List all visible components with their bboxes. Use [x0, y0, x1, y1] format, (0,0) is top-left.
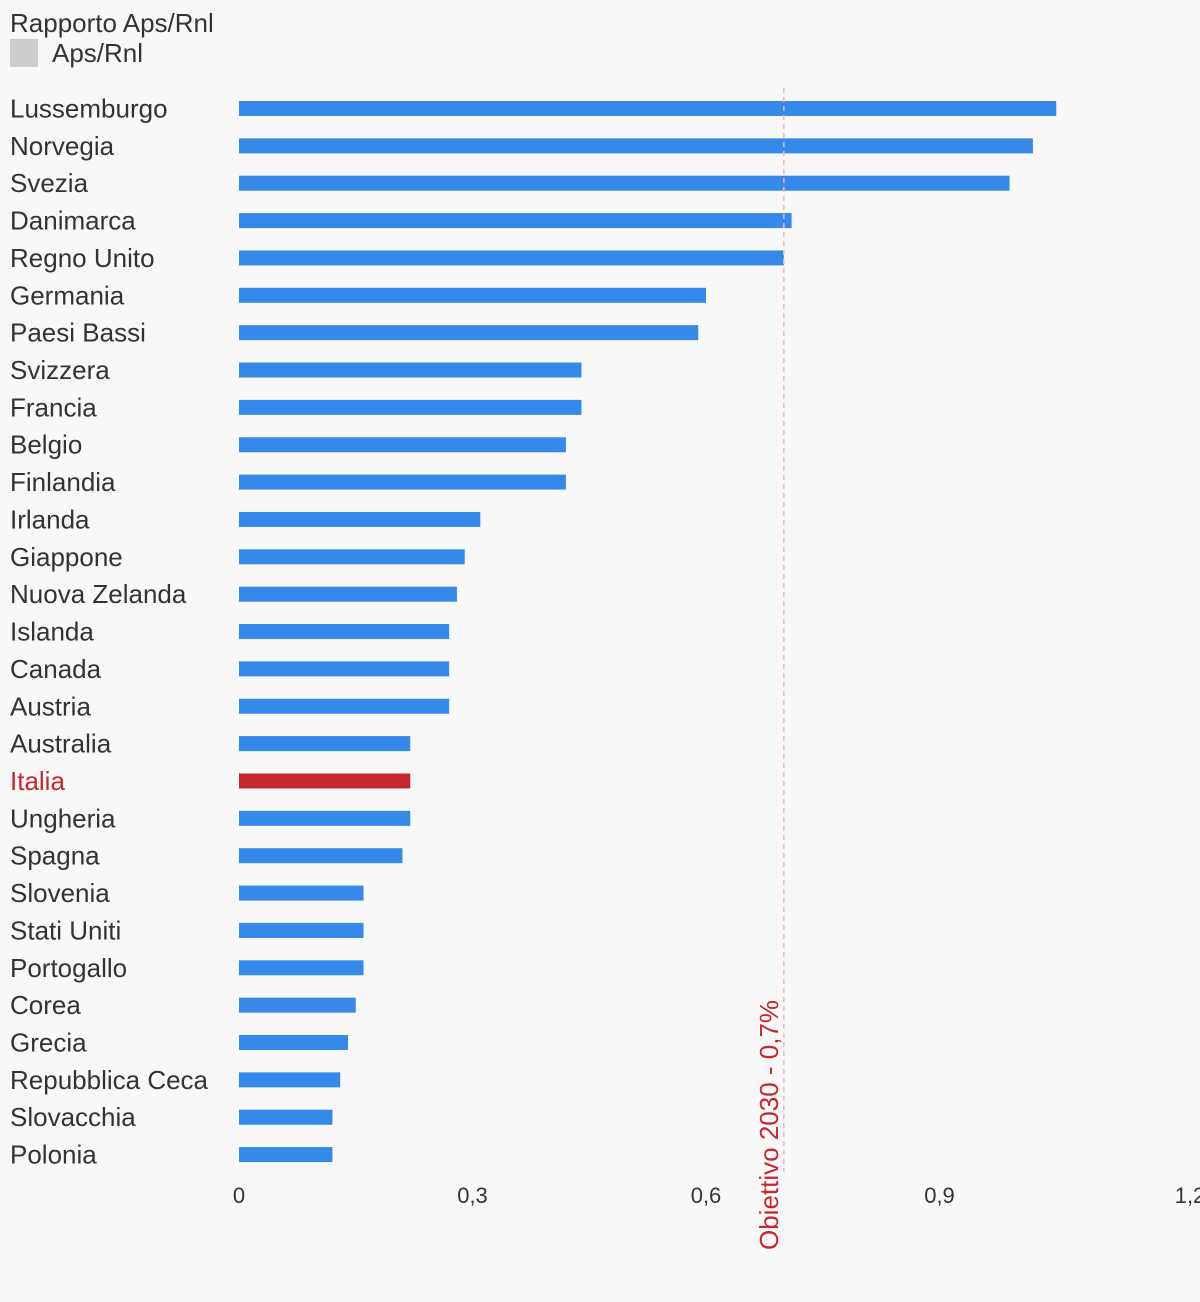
category-label-islanda: Islanda [10, 617, 94, 647]
x-tick-label: 0 [233, 1183, 245, 1208]
bar-finlandia [239, 474, 566, 490]
bar-canada [239, 661, 450, 677]
category-label-italia: Italia [10, 766, 65, 796]
category-label-paesi-bassi: Paesi Bassi [10, 318, 146, 348]
category-label-giappone: Giappone [10, 542, 123, 572]
bar-paesi-bassi [239, 325, 699, 341]
category-label-slovenia: Slovenia [10, 878, 110, 908]
bar-svezia [239, 175, 1010, 191]
x-tick-label: 0,6 [691, 1183, 722, 1208]
category-label-canada: Canada [10, 654, 102, 684]
category-label-stati-uniti: Stati Uniti [10, 915, 121, 945]
category-label-nuova-zelanda: Nuova Zelanda [10, 579, 187, 609]
reference-line-label: Obiettivo 2030 - 0,7% [754, 1000, 784, 1250]
category-label-repubblica-ceca: Repubblica Ceca [10, 1065, 209, 1095]
category-label-austria: Austria [10, 691, 91, 721]
x-tick-label: 0,3 [457, 1183, 488, 1208]
bar-repubblica-ceca [239, 1072, 341, 1088]
category-label-polonia: Polonia [10, 1140, 97, 1170]
bar-polonia [239, 1147, 333, 1163]
category-label-australia: Australia [10, 729, 112, 759]
legend-label: Aps/Rnl [52, 38, 144, 68]
category-label-danimarca: Danimarca [10, 206, 136, 236]
category-label-irlanda: Irlanda [10, 504, 90, 534]
bar-norvegia [239, 138, 1033, 154]
bar-giappone [239, 549, 465, 565]
category-label-ungheria: Ungheria [10, 803, 116, 833]
x-tick-label: 1,2 [1175, 1183, 1200, 1208]
bar-germania [239, 287, 706, 303]
category-label-portogallo: Portogallo [10, 953, 127, 983]
category-label-grecia: Grecia [10, 1028, 87, 1058]
bar-slovacchia [239, 1109, 333, 1125]
bar-irlanda [239, 511, 481, 527]
category-label-lussemburgo: Lussemburgo [10, 94, 168, 124]
bar-corea [239, 997, 356, 1013]
legend-swatch [10, 39, 38, 67]
bar-nuova-zelanda [239, 586, 457, 602]
bar-portogallo [239, 960, 364, 976]
bar-slovenia [239, 885, 364, 901]
category-label-belgio: Belgio [10, 430, 82, 460]
bar-austria [239, 698, 450, 714]
category-label-spagna: Spagna [10, 841, 100, 871]
bar-spagna [239, 848, 403, 864]
bar-grecia [239, 1035, 348, 1050]
x-tick-label: 0,9 [924, 1183, 955, 1208]
bar-francia [239, 399, 582, 415]
bar-australia [239, 736, 411, 752]
bar-danimarca [239, 213, 792, 229]
bar-islanda [239, 624, 450, 640]
bar-regno-unito [239, 250, 784, 266]
category-label-corea: Corea [10, 990, 81, 1020]
bar-svizzera [239, 362, 582, 378]
category-label-regno-unito: Regno Unito [10, 243, 155, 273]
legend: Aps/Rnl [10, 38, 143, 68]
category-label-norvegia: Norvegia [10, 131, 115, 161]
category-label-germania: Germania [10, 280, 125, 310]
category-label-francia: Francia [10, 392, 97, 422]
category-label-finlandia: Finlandia [10, 467, 116, 497]
bar-italia [239, 773, 411, 789]
category-label-slovacchia: Slovacchia [10, 1102, 136, 1132]
bar-belgio [239, 437, 566, 453]
bar-ungheria [239, 810, 411, 826]
bar-stati-uniti [239, 922, 364, 938]
chart-title: Rapporto Aps/Rnl [10, 8, 214, 38]
category-label-svizzera: Svizzera [10, 355, 110, 385]
bar-lussemburgo [239, 101, 1057, 116]
category-label-svezia: Svezia [10, 168, 89, 198]
